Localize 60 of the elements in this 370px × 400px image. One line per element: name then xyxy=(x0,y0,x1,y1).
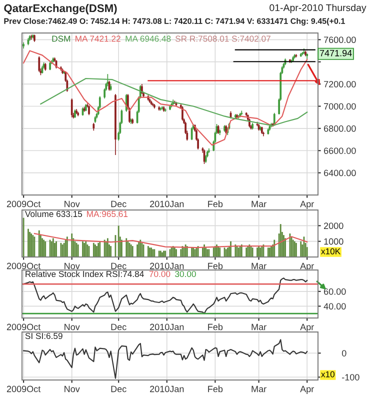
chart-title: SI SI:6.59 xyxy=(25,332,62,340)
x-tick-label: Mar xyxy=(252,386,266,392)
x-tick-label: Dec xyxy=(111,200,126,208)
x-tick-label: Dec xyxy=(111,324,126,330)
x-tick-label: Apr xyxy=(300,386,314,394)
line-series xyxy=(23,339,308,379)
ref-line-label: 70.00 xyxy=(149,270,170,278)
annotation: 7471.94 xyxy=(320,50,352,56)
x-tick-label: Feb xyxy=(208,262,223,270)
text: MA:965.61 xyxy=(87,210,128,218)
y-tick-label: 6600.00 xyxy=(324,148,356,154)
text: x10 xyxy=(321,371,335,378)
line-series xyxy=(23,278,308,314)
y-tick-label: 40.00 xyxy=(324,303,346,310)
x-tick-label: Dec xyxy=(111,386,126,392)
x-tick-label: Nov xyxy=(64,386,80,392)
x-tick-label: 2009Oct xyxy=(6,324,41,330)
x-tick-label: Mar xyxy=(252,200,266,208)
x-tick-label: Nov xyxy=(64,262,80,270)
line-series xyxy=(40,78,308,126)
x-tick-label: Feb xyxy=(208,200,223,208)
chart-title: Relative Stock Index RSI:74.84 xyxy=(26,270,144,278)
x-tick-label: Nov xyxy=(64,324,80,330)
chart-subtitle: Prev Close:7462.49 O: 7452.14 H: 7473.08 L: 7420.11 C: 7471.94 V: 6331471 Chg: 9.45(+0.1 xyxy=(4,18,345,26)
x-tick-label: 2010Jan xyxy=(150,324,184,330)
x-tick-label: 2010Jan xyxy=(150,200,184,208)
x-tick-label: 2009Oct xyxy=(6,262,41,270)
line-series xyxy=(34,232,308,248)
text: 01-Apr-2010 Thursday xyxy=(270,4,366,14)
y-tick-label: 6400.00 xyxy=(324,170,356,176)
x-tick-label: Mar xyxy=(252,324,266,330)
x-tick-label: Apr xyxy=(300,200,314,209)
annotation: SR R:7508.01 S:7402.07 xyxy=(175,36,270,42)
chart-title: QatarExchange(DSM) xyxy=(4,4,117,14)
ref-line-label: 30.00 xyxy=(175,270,196,278)
x-tick-label: Feb xyxy=(208,324,223,330)
y-tick-label: 7000.00 xyxy=(324,103,356,110)
y-tick-label: 1000 xyxy=(324,238,344,245)
y-tick-label: 60.00 xyxy=(324,288,346,295)
y-tick-label: 7200.00 xyxy=(324,81,356,88)
x-tick-label: 2010Jan xyxy=(150,386,184,392)
y-tick-label: 7600.00 xyxy=(324,36,356,44)
x-tick-label: Nov xyxy=(64,200,80,208)
y-tick-label: 6800.00 xyxy=(324,125,356,132)
x-tick-label: Feb xyxy=(208,386,223,392)
x-tick-label: 2009Oct xyxy=(6,200,41,208)
x-tick-label: 2009Oct xyxy=(6,386,41,392)
y-tick-label: 0 xyxy=(342,350,346,356)
y-tick-label: 2000 xyxy=(324,222,344,230)
text: MA 7421.22 xyxy=(76,36,120,42)
line-series xyxy=(23,50,308,146)
text: MA 6946.48 xyxy=(126,36,171,42)
x-tick-label: Apr xyxy=(300,324,314,332)
x-tick-label: 2010Jan xyxy=(150,262,184,270)
chart-title: Volume 633.15 xyxy=(25,210,82,218)
x-tick-label: Mar xyxy=(252,262,266,270)
x-tick-label: Dec xyxy=(111,262,126,270)
y-tick-label: -100 xyxy=(342,374,360,380)
annotation: DSM xyxy=(52,36,70,42)
text: x10K xyxy=(321,248,340,254)
